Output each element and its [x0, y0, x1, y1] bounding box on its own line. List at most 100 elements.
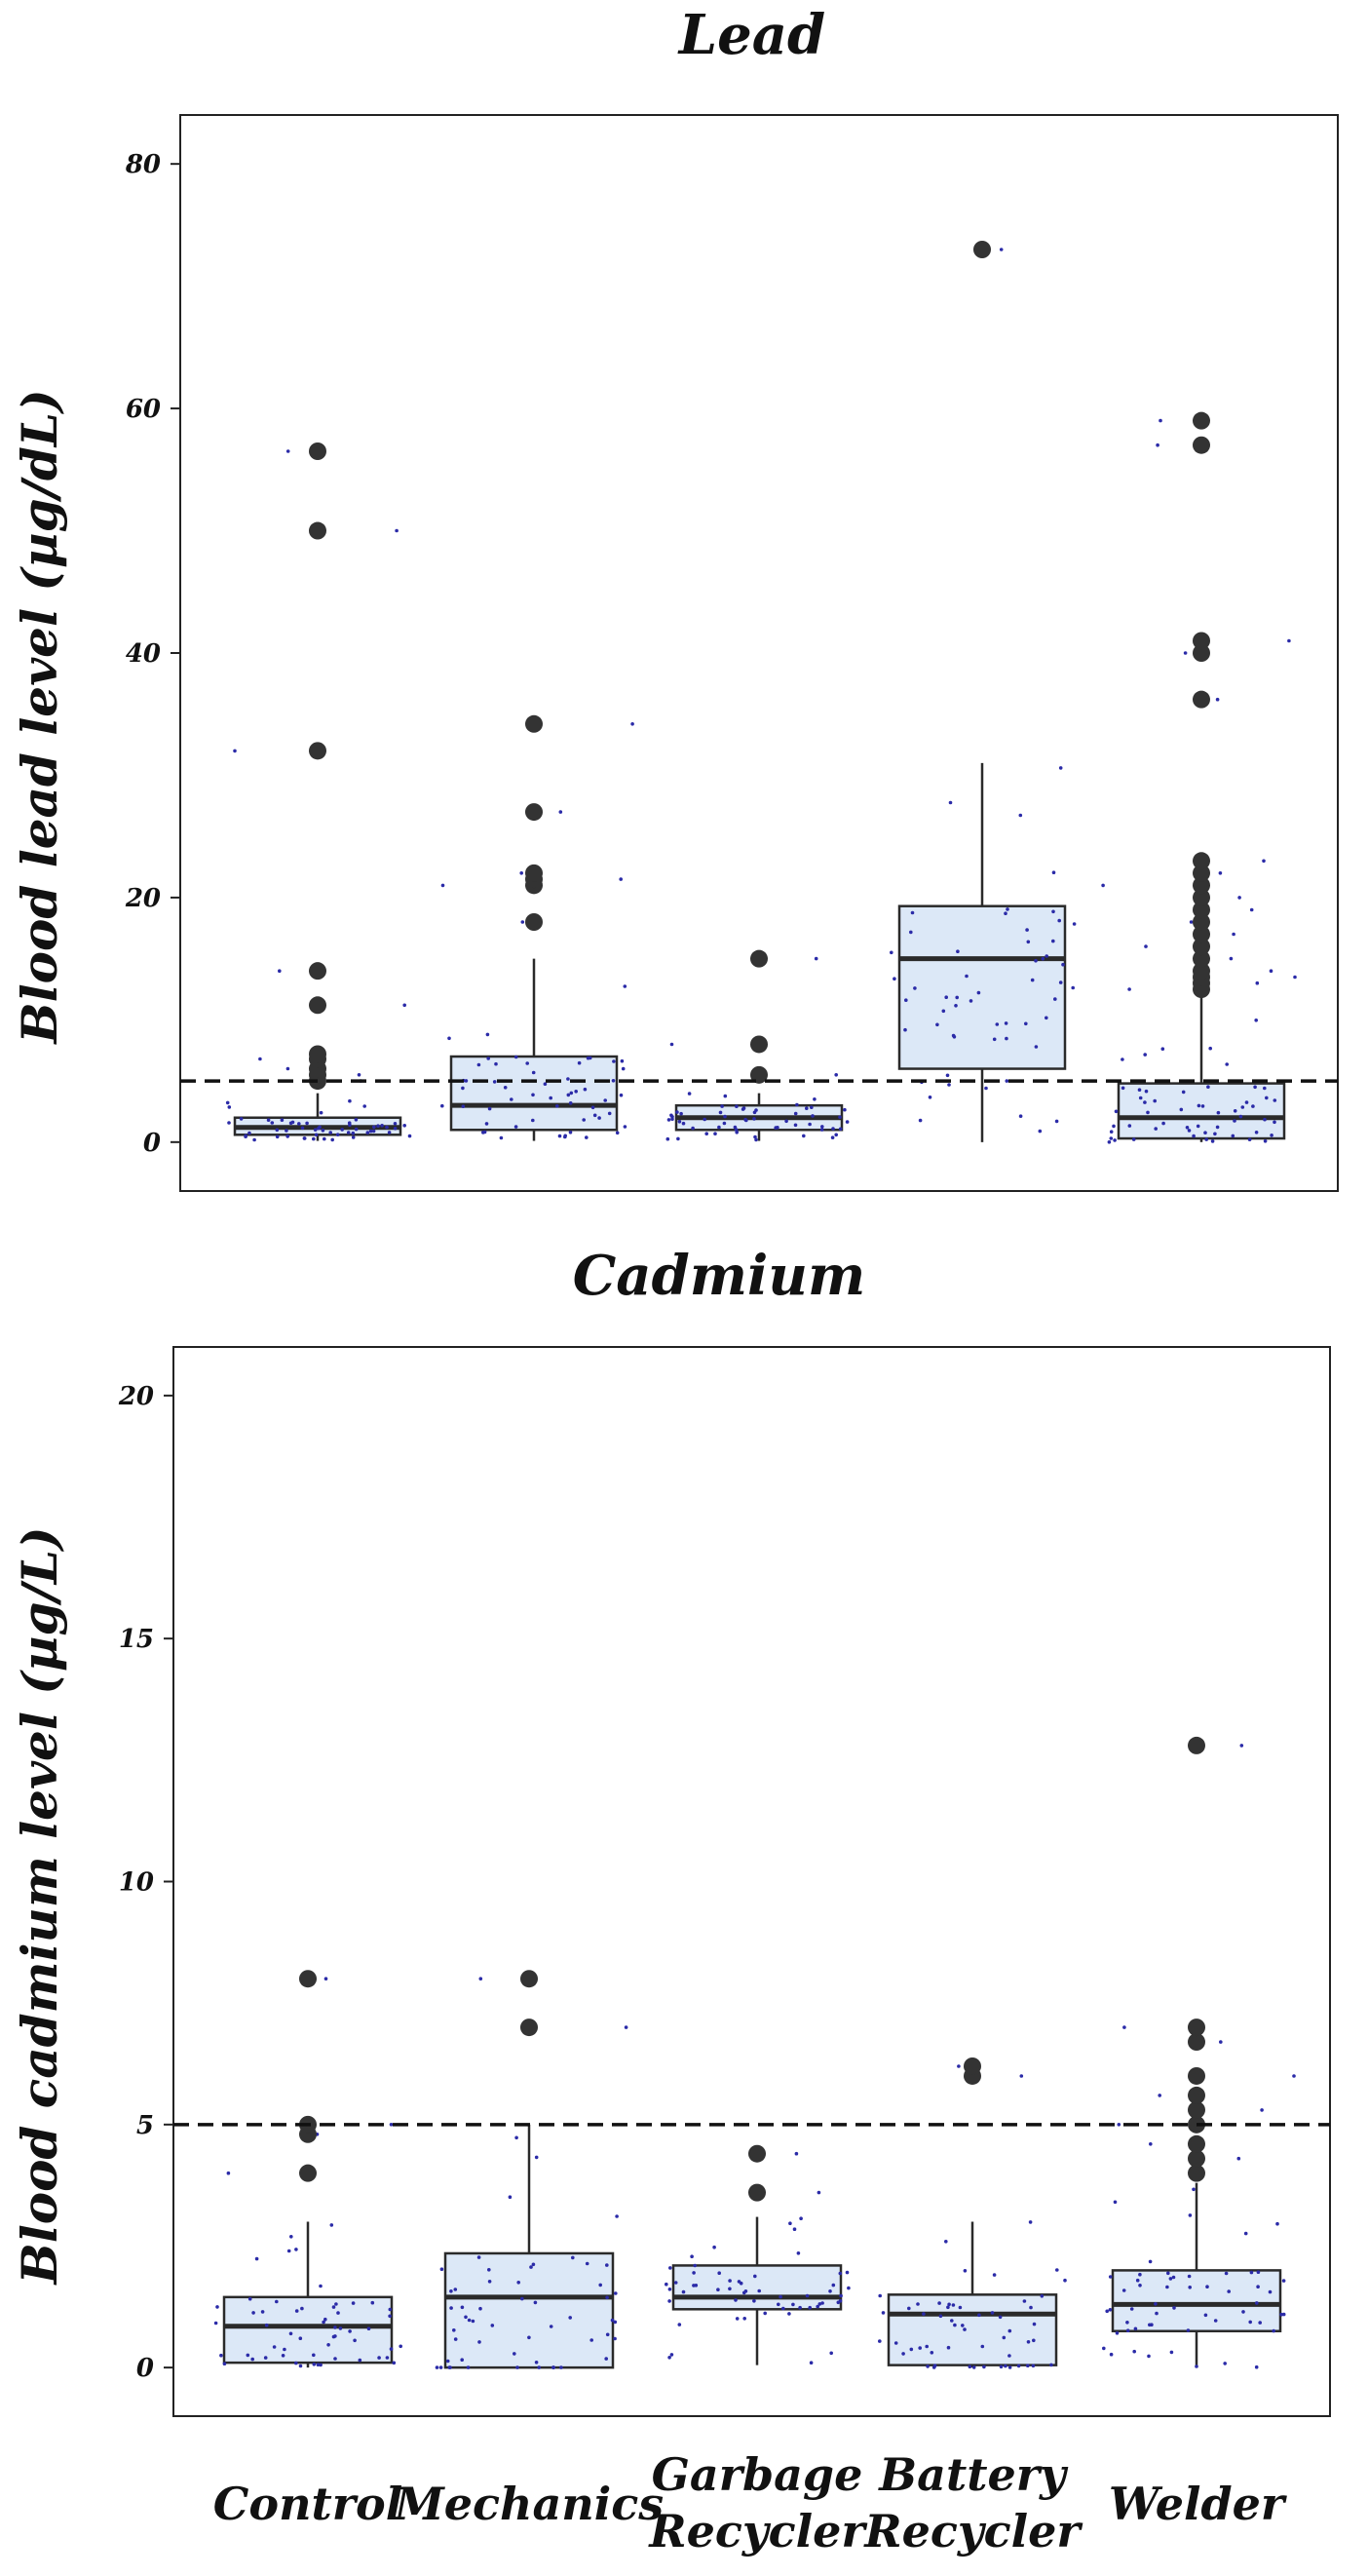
cadmium-garbage-recycler-jitter-point: [805, 2293, 810, 2298]
cadmium-welder-jitter-point: [1166, 2271, 1170, 2276]
lead-battery-recycler-jitter-point: [948, 800, 953, 805]
cadmium-garbage-recycler-jitter-point: [838, 2271, 843, 2276]
lead-welder-jitter-point: [1251, 1104, 1255, 1108]
cadmium-control-jitter-point: [300, 2306, 304, 2311]
cadmium-welder-outlier-0: [1188, 2164, 1205, 2182]
lead-battery-recycler-jitter-point: [945, 1073, 950, 1078]
lead-garbage-recycler-jitter-point: [802, 1134, 806, 1138]
cadmium-mechanics-jitter-point: [478, 2306, 482, 2311]
cadmium-battery-recycler-jitter-point: [937, 2301, 941, 2305]
cadmium-welder-jitter-point: [1279, 2312, 1283, 2317]
cadmium-welder-outlier-9: [1188, 1736, 1205, 1754]
lead-mechanics-box: [449, 1055, 619, 1132]
cadmium-garbage-recycler-jitter-point: [667, 2288, 672, 2291]
cadmium-battery-recycler-jitter-point: [893, 2341, 898, 2345]
lead-welder-jitter-point: [1127, 1124, 1132, 1128]
cadmium-welder-jitter-point: [1188, 2213, 1193, 2217]
lead-battery-recycler-jitter-point: [913, 986, 917, 990]
cadmium-welder-jitter-point: [1248, 2320, 1252, 2325]
cadmium-control-jitter-point: [294, 2361, 298, 2365]
lead-battery-recycler-jitter-point: [1034, 958, 1038, 963]
cadmium-garbage-recycler-jitter-point: [847, 2286, 851, 2290]
lead-garbage-recycler-jitter-point: [808, 1122, 812, 1127]
cadmium-welder-outlier-6: [1188, 2066, 1205, 2085]
lead-welder-jitter-point: [1293, 975, 1297, 980]
lead-battery-recycler-jitter-point: [1054, 1119, 1059, 1124]
lead-garbage-recycler-jitter-point: [735, 1131, 739, 1134]
cadmium-garbage-recycler-jitter-point: [757, 2288, 761, 2293]
lead-mechanics-jitter-point: [486, 1057, 491, 1060]
lead-welder-jitter-point: [1153, 1098, 1157, 1103]
lead-welder-jitter-point: [1253, 1085, 1257, 1090]
cadmium-welder-jitter-point: [1241, 2310, 1245, 2314]
lead-garbage-recycler-jitter-point: [720, 1104, 724, 1108]
lead-garbage-recycler-jitter-point: [669, 1113, 673, 1118]
cadmium-battery-recycler-jitter-point: [1026, 2364, 1030, 2367]
lead-battery-recycler-jitter-point: [935, 1022, 939, 1027]
lead-mechanics-jitter-point: [577, 1060, 582, 1065]
lead-garbage-recycler-jitter-point: [741, 1106, 746, 1110]
cadmium-battery-recycler-jitter-point: [992, 2273, 997, 2277]
cadmium-mechanics-jitter-point: [551, 2365, 555, 2369]
lead-garbage-recycler-jitter-point: [834, 1073, 838, 1077]
cadmium-welder-jitter-point: [1133, 2326, 1138, 2331]
cadmium-welder-jitter-point: [1171, 2275, 1176, 2280]
cadmium-plot-frame: [172, 1346, 1331, 2417]
lead-control-jitter-point: [351, 1131, 356, 1135]
lead-battery-recycler-jitter-point: [910, 910, 915, 915]
lead-mechanics-jitter-point: [513, 1125, 518, 1129]
lead-mechanics-jitter-point: [555, 1104, 559, 1108]
cadmium-battery-recycler-jitter-point: [1049, 2363, 1053, 2367]
lead-welder-jitter-point: [1247, 1137, 1252, 1141]
lead-control-jitter-point: [247, 1131, 251, 1135]
lead-mechanics-jitter-point: [619, 877, 623, 881]
cadmium-garbage-recycler-jitter-point: [717, 2271, 721, 2275]
x-category-label-garbage-recycler: Garbage Recycler: [647, 2448, 868, 2557]
lead-battery-recycler-jitter-point: [1004, 911, 1007, 915]
lead-battery-recycler-jitter-point: [904, 998, 908, 1002]
cadmium-control-jitter-point: [348, 2329, 352, 2333]
cadmium-garbage-recycler-jitter-point: [845, 2270, 850, 2275]
cadmium-garbage-recycler-jitter-point: [798, 2305, 802, 2310]
cadmium-welder-jitter-point: [1117, 2123, 1121, 2127]
lead-battery-recycler-jitter-point: [999, 248, 1004, 251]
cadmium-battery-recycler-jitter-point: [958, 2305, 963, 2310]
lead-mechanics-jitter-point: [557, 1134, 562, 1138]
lead-welder-jitter-point: [1138, 1096, 1143, 1100]
cadmium-mechanics-jitter-point: [520, 2296, 524, 2301]
cadmium-garbage-recycler-outlier-1: [748, 2144, 766, 2163]
lead-battery-recycler-jitter-point: [1034, 1045, 1039, 1049]
lead-welder-jitter-point: [1263, 1086, 1267, 1091]
cadmium-y-tick-label-0: 0: [136, 2354, 154, 2383]
cadmium-welder-jitter-point: [1188, 2286, 1192, 2289]
cadmium-control-jitter-point: [319, 2363, 323, 2367]
cadmium-mechanics-jitter-point: [439, 2267, 444, 2271]
lead-garbage-recycler-jitter-point: [723, 1114, 727, 1119]
lead-welder-jitter-point: [1229, 956, 1234, 961]
lead-mechanics-jitter-point: [582, 1118, 586, 1122]
lead-battery-recycler-jitter-point: [1058, 766, 1063, 770]
lead-garbage-recycler-jitter-point: [830, 1135, 835, 1139]
cadmium-mechanics-jitter-point: [514, 2135, 518, 2140]
lead-battery-recycler-jitter-point: [1005, 1079, 1009, 1083]
cadmium-welder-jitter-point: [1205, 2285, 1209, 2288]
cadmium-battery-recycler-jitter-point: [881, 2311, 886, 2315]
lead-control-jitter-point: [318, 1125, 322, 1130]
cadmium-mechanics-jitter-point: [537, 2365, 541, 2369]
lead-garbage-recycler-jitter-point: [776, 1126, 779, 1130]
cadmium-garbage-recycler-jitter-point: [817, 2190, 821, 2195]
cadmium-welder-jitter-point: [1155, 2311, 1159, 2316]
cadmium-control-jitter-point: [336, 2311, 340, 2315]
lead-garbage-recycler-jitter-point: [666, 1118, 671, 1122]
lead-welder-jitter-point: [1244, 1100, 1249, 1104]
lead-control-jitter-point: [407, 1134, 412, 1138]
cadmium-control-jitter-point: [323, 1977, 328, 1980]
lead-welder-jitter-point: [1216, 1110, 1221, 1115]
cadmium-control-jitter-point: [326, 2343, 330, 2347]
lead-welder-jitter-point: [1183, 651, 1188, 655]
lead-control-outlier-5: [309, 996, 326, 1015]
cadmium-control-jitter-point: [283, 2347, 286, 2352]
lead-welder-jitter-point: [1196, 1124, 1200, 1129]
cadmium-battery-recycler-jitter-point: [946, 2345, 951, 2350]
